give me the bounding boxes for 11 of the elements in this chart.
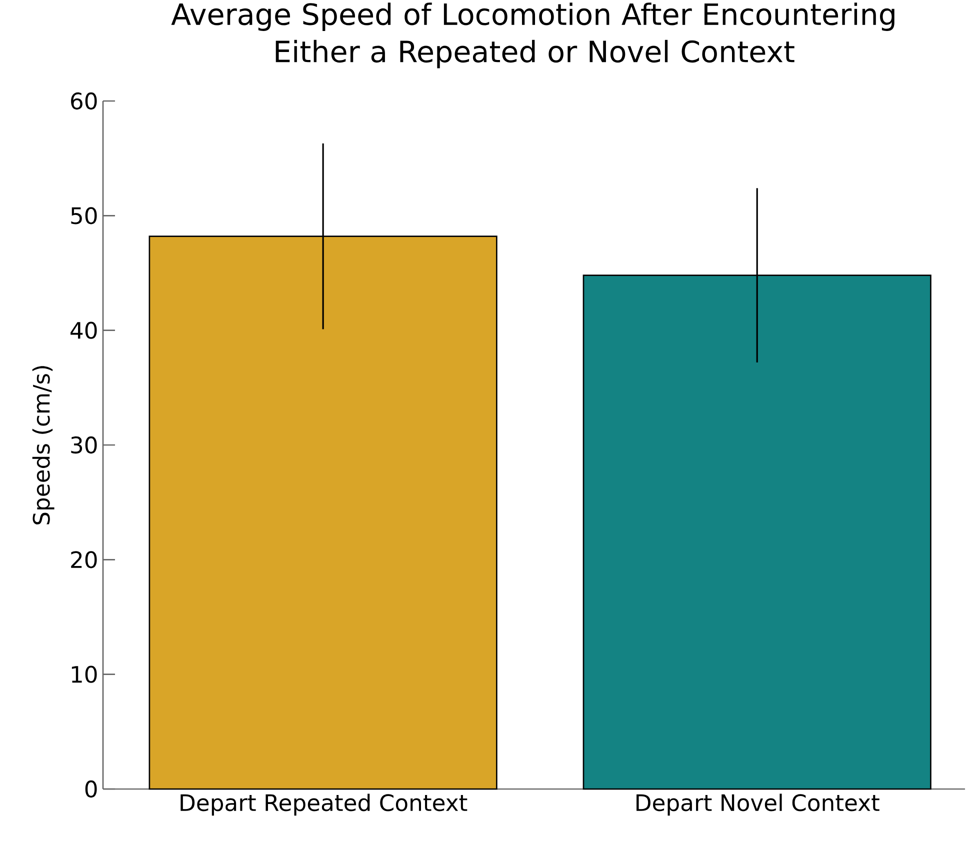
chart-title: Average Speed of Locomotion After Encountering Either a Repeated or Novel Context <box>171 2 894 68</box>
y-tick-label: 50 <box>71 207 97 224</box>
y-axis-title: Speeds (cm/s) <box>32 366 54 524</box>
y-tick-label: 60 <box>71 92 97 110</box>
y-tick-label: 10 <box>72 666 97 683</box>
y-tick-label: 30 <box>71 436 97 454</box>
y-tick-label: 20 <box>71 551 97 568</box>
y-tick-label: 40 <box>70 322 97 339</box>
x-tick-label: Depart Repeated Context <box>180 794 468 816</box>
x-tick-label: Depart Novel Context <box>636 794 880 816</box>
y-tick-label: 0 <box>85 780 97 798</box>
